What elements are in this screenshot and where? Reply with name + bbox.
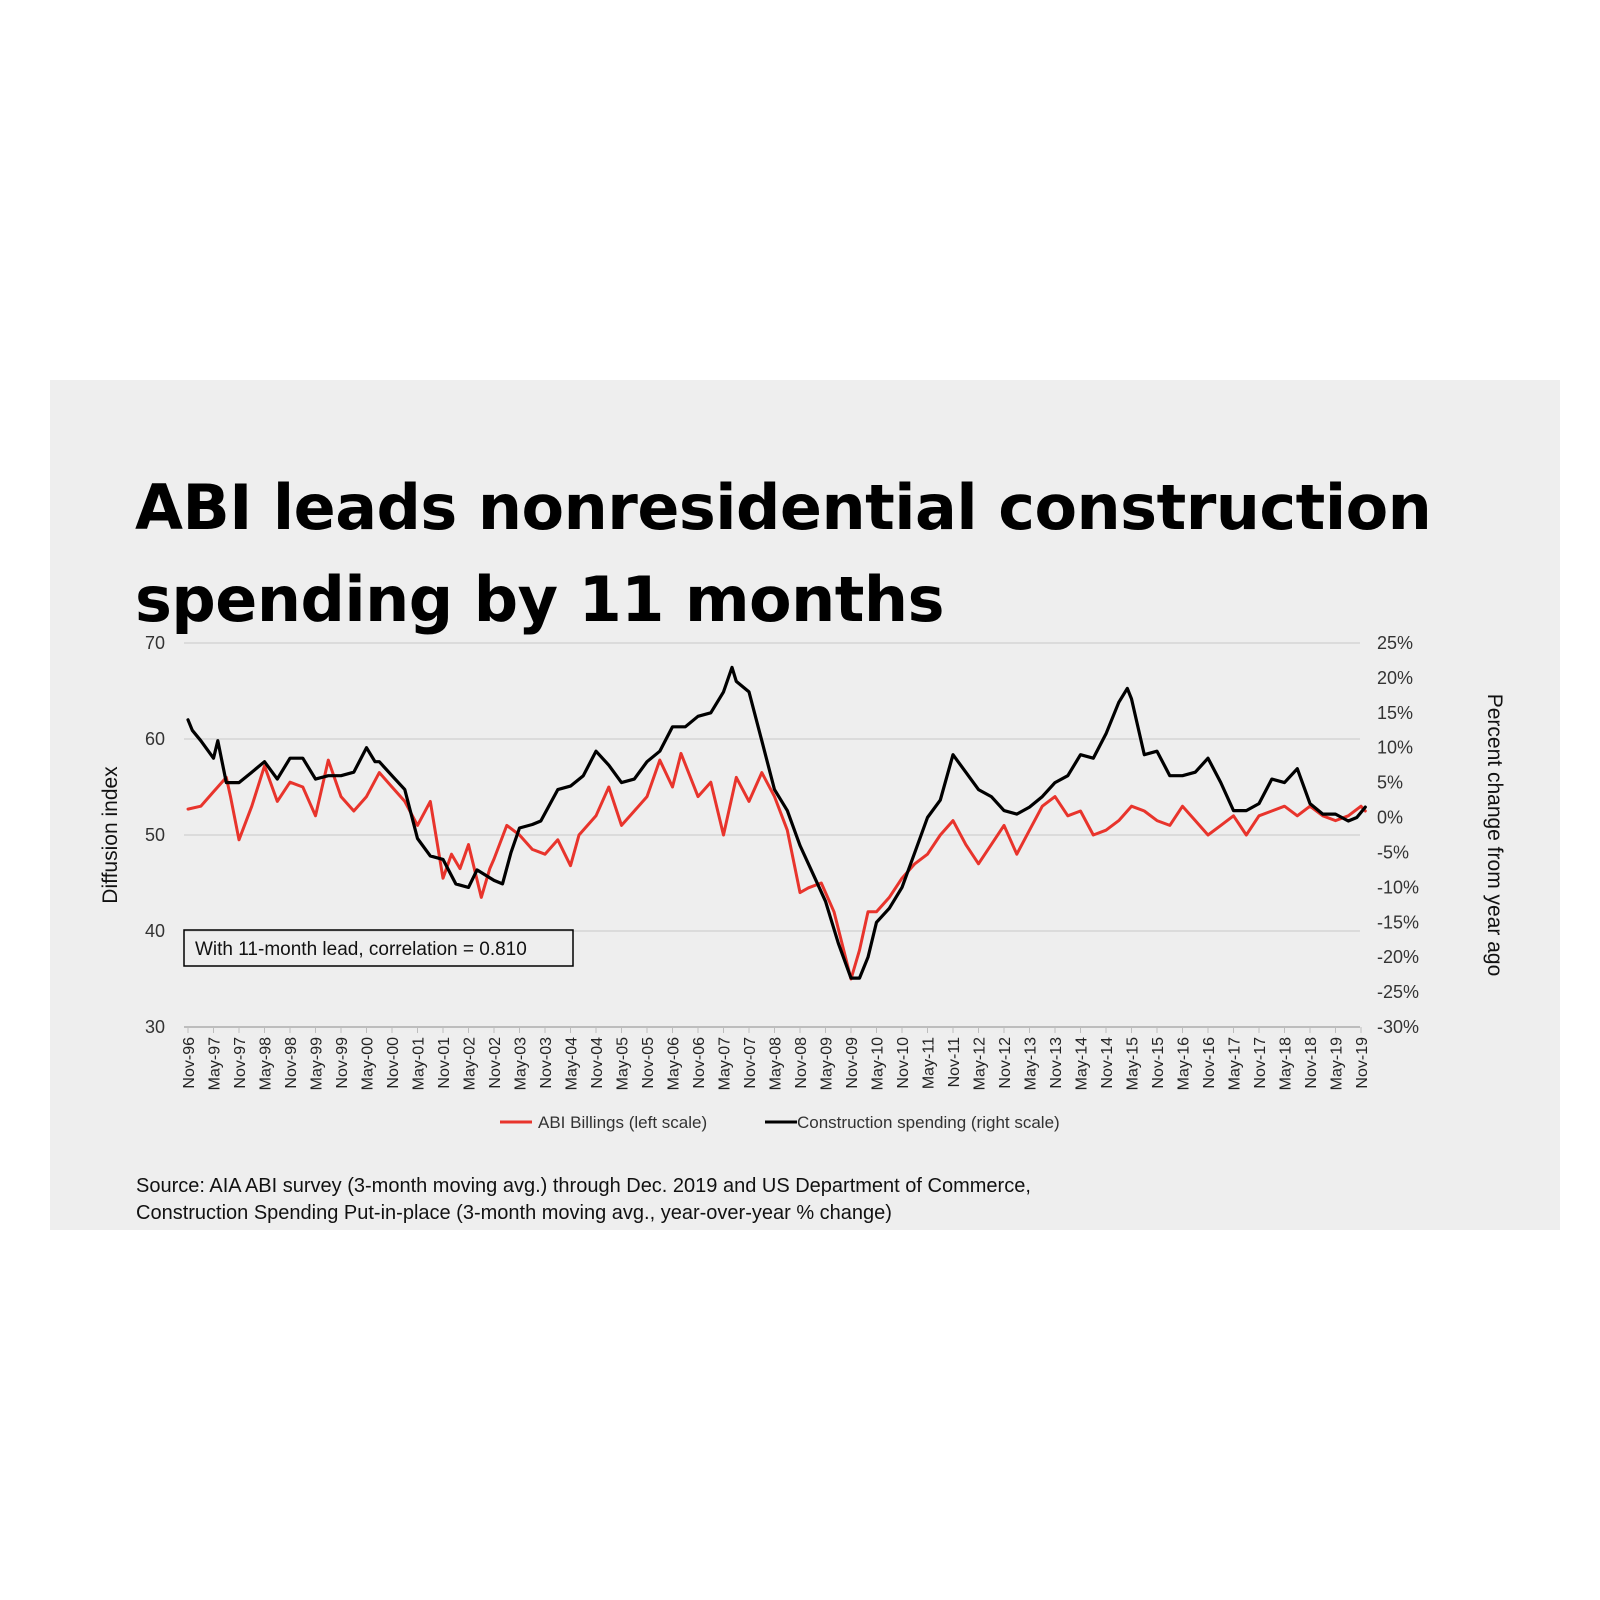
x-axis: Nov-96 May-97 Nov-97 May-98 Nov-98 May-99 Nov-… xyxy=(181,1027,1371,1090)
x-tick-label: Nov-99 xyxy=(334,1037,351,1089)
x-tick-label: May-14 xyxy=(1074,1037,1091,1090)
x-tick-label: Nov-14 xyxy=(1099,1037,1116,1089)
x-tick-label: Nov-17 xyxy=(1252,1037,1269,1089)
x-tick-label: Nov-06 xyxy=(691,1037,708,1089)
legend: ABI Billings (left scale) Construction s… xyxy=(500,1113,1060,1132)
x-tick-label: May-05 xyxy=(615,1037,632,1090)
x-tick-label: Nov-04 xyxy=(589,1037,606,1089)
annotation-box: With 11-month lead, correlation = 0.810 xyxy=(183,929,574,967)
x-tick-label: Nov-12 xyxy=(997,1037,1014,1089)
abi-billings-line xyxy=(186,751,1367,981)
x-tick-label: May-13 xyxy=(1023,1037,1040,1090)
x-tick-label: Nov-08 xyxy=(793,1037,810,1089)
annotation-border xyxy=(183,929,574,967)
x-tick-label: Nov-13 xyxy=(1048,1037,1065,1089)
x-tick-label: May-18 xyxy=(1278,1037,1295,1090)
x-tick-label: Nov-16 xyxy=(1201,1037,1218,1089)
left-tick-label: 70 xyxy=(145,633,165,653)
right-tick-label: -20% xyxy=(1377,947,1419,967)
x-tick-label: Nov-96 xyxy=(181,1037,198,1089)
left-axis-title: Diffusion index xyxy=(99,766,122,904)
x-tick-label: Nov-01 xyxy=(436,1037,453,1089)
construction-spending-line xyxy=(186,665,1367,980)
left-tick-label: 40 xyxy=(145,921,165,941)
left-tick-label: 30 xyxy=(145,1017,165,1037)
right-tick-label: -15% xyxy=(1377,912,1419,932)
series-lines xyxy=(186,665,1367,981)
x-tick-label: Nov-18 xyxy=(1303,1037,1320,1089)
x-tick-label: May-03 xyxy=(513,1037,530,1090)
left-axis-ticks: 30 40 50 60 70 xyxy=(145,633,165,1037)
x-tick-label: Nov-97 xyxy=(232,1037,249,1089)
x-tick-label: May-97 xyxy=(207,1037,224,1090)
source-line-1: Source: AIA ABI survey (3-month moving a… xyxy=(136,1175,1031,1197)
x-tick-label: Nov-10 xyxy=(895,1037,912,1089)
x-tick-label: May-11 xyxy=(921,1037,938,1089)
x-tick-label: May-15 xyxy=(1125,1037,1142,1090)
x-tick-label: Nov-15 xyxy=(1150,1037,1167,1089)
x-tick-label: May-98 xyxy=(258,1037,275,1090)
x-tick-label: May-08 xyxy=(768,1037,785,1090)
x-tick-label: May-19 xyxy=(1329,1037,1346,1090)
chart-title: ABI leads nonresidential construction sp… xyxy=(135,471,1432,636)
right-tick-label: 20% xyxy=(1377,668,1413,688)
x-tick-label: Nov-03 xyxy=(538,1037,555,1089)
x-tick-label: Nov-02 xyxy=(487,1037,504,1089)
x-tick-label: May-07 xyxy=(717,1037,734,1090)
x-tick-label: Nov-19 xyxy=(1354,1037,1371,1089)
x-tick-label: Nov-11 xyxy=(946,1037,963,1087)
x-tick-label: Nov-05 xyxy=(640,1037,657,1089)
right-axis-ticks: -30% -25% -20% -15% -10% -5% 0% 5% 10% 15% 20% 25% xyxy=(1377,633,1419,1037)
x-tick-label: Nov-98 xyxy=(283,1037,300,1089)
x-tick-label: Nov-09 xyxy=(844,1037,861,1089)
line-chart: 30 40 50 60 70 -30% -25% -20% -15% -10% -5% 0% 5% 10… xyxy=(99,633,1506,1132)
annotation-text: With 11-month lead, correlation = 0.810 xyxy=(195,939,527,960)
right-tick-label: 10% xyxy=(1377,738,1413,758)
x-tick-label: Nov-00 xyxy=(385,1037,402,1089)
x-tick-label: May-17 xyxy=(1227,1037,1244,1090)
right-tick-label: 25% xyxy=(1377,633,1413,653)
legend-label-abi: ABI Billings (left scale) xyxy=(538,1113,707,1132)
x-tick-label: May-10 xyxy=(870,1037,887,1090)
right-tick-label: 0% xyxy=(1377,808,1403,828)
legend-label-construction: Construction spending (right scale) xyxy=(797,1113,1060,1132)
x-tick-label: May-00 xyxy=(360,1037,377,1090)
x-tick-label: Nov-07 xyxy=(742,1037,759,1089)
right-tick-label: -5% xyxy=(1377,842,1409,862)
x-tick-label: May-16 xyxy=(1176,1037,1193,1090)
x-tick-label: May-09 xyxy=(819,1037,836,1090)
x-tick-label: May-99 xyxy=(309,1037,326,1090)
left-tick-label: 60 xyxy=(145,729,165,749)
chart-panel: ABI leads nonresidential construction sp… xyxy=(50,380,1560,1230)
source-note: Source: AIA ABI survey (3-month moving a… xyxy=(136,1173,1336,1227)
right-tick-label: -10% xyxy=(1377,877,1419,897)
right-tick-label: -30% xyxy=(1377,1017,1419,1037)
grid-lines xyxy=(184,642,1360,1028)
x-tick-label: May-02 xyxy=(462,1037,479,1090)
right-tick-label: 15% xyxy=(1377,703,1413,723)
right-axis-title: Percent change from year ago xyxy=(1483,694,1506,977)
x-tick-label: May-04 xyxy=(564,1037,581,1090)
right-tick-label: -25% xyxy=(1377,982,1419,1002)
right-tick-label: 5% xyxy=(1377,773,1403,793)
x-tick-label: May-06 xyxy=(666,1037,683,1090)
left-tick-label: 50 xyxy=(145,825,165,845)
source-line-2: Construction Spending Put-in-place (3-mo… xyxy=(136,1202,892,1224)
x-tick-label: May-01 xyxy=(411,1037,428,1090)
x-tick-label: May-12 xyxy=(972,1037,989,1090)
